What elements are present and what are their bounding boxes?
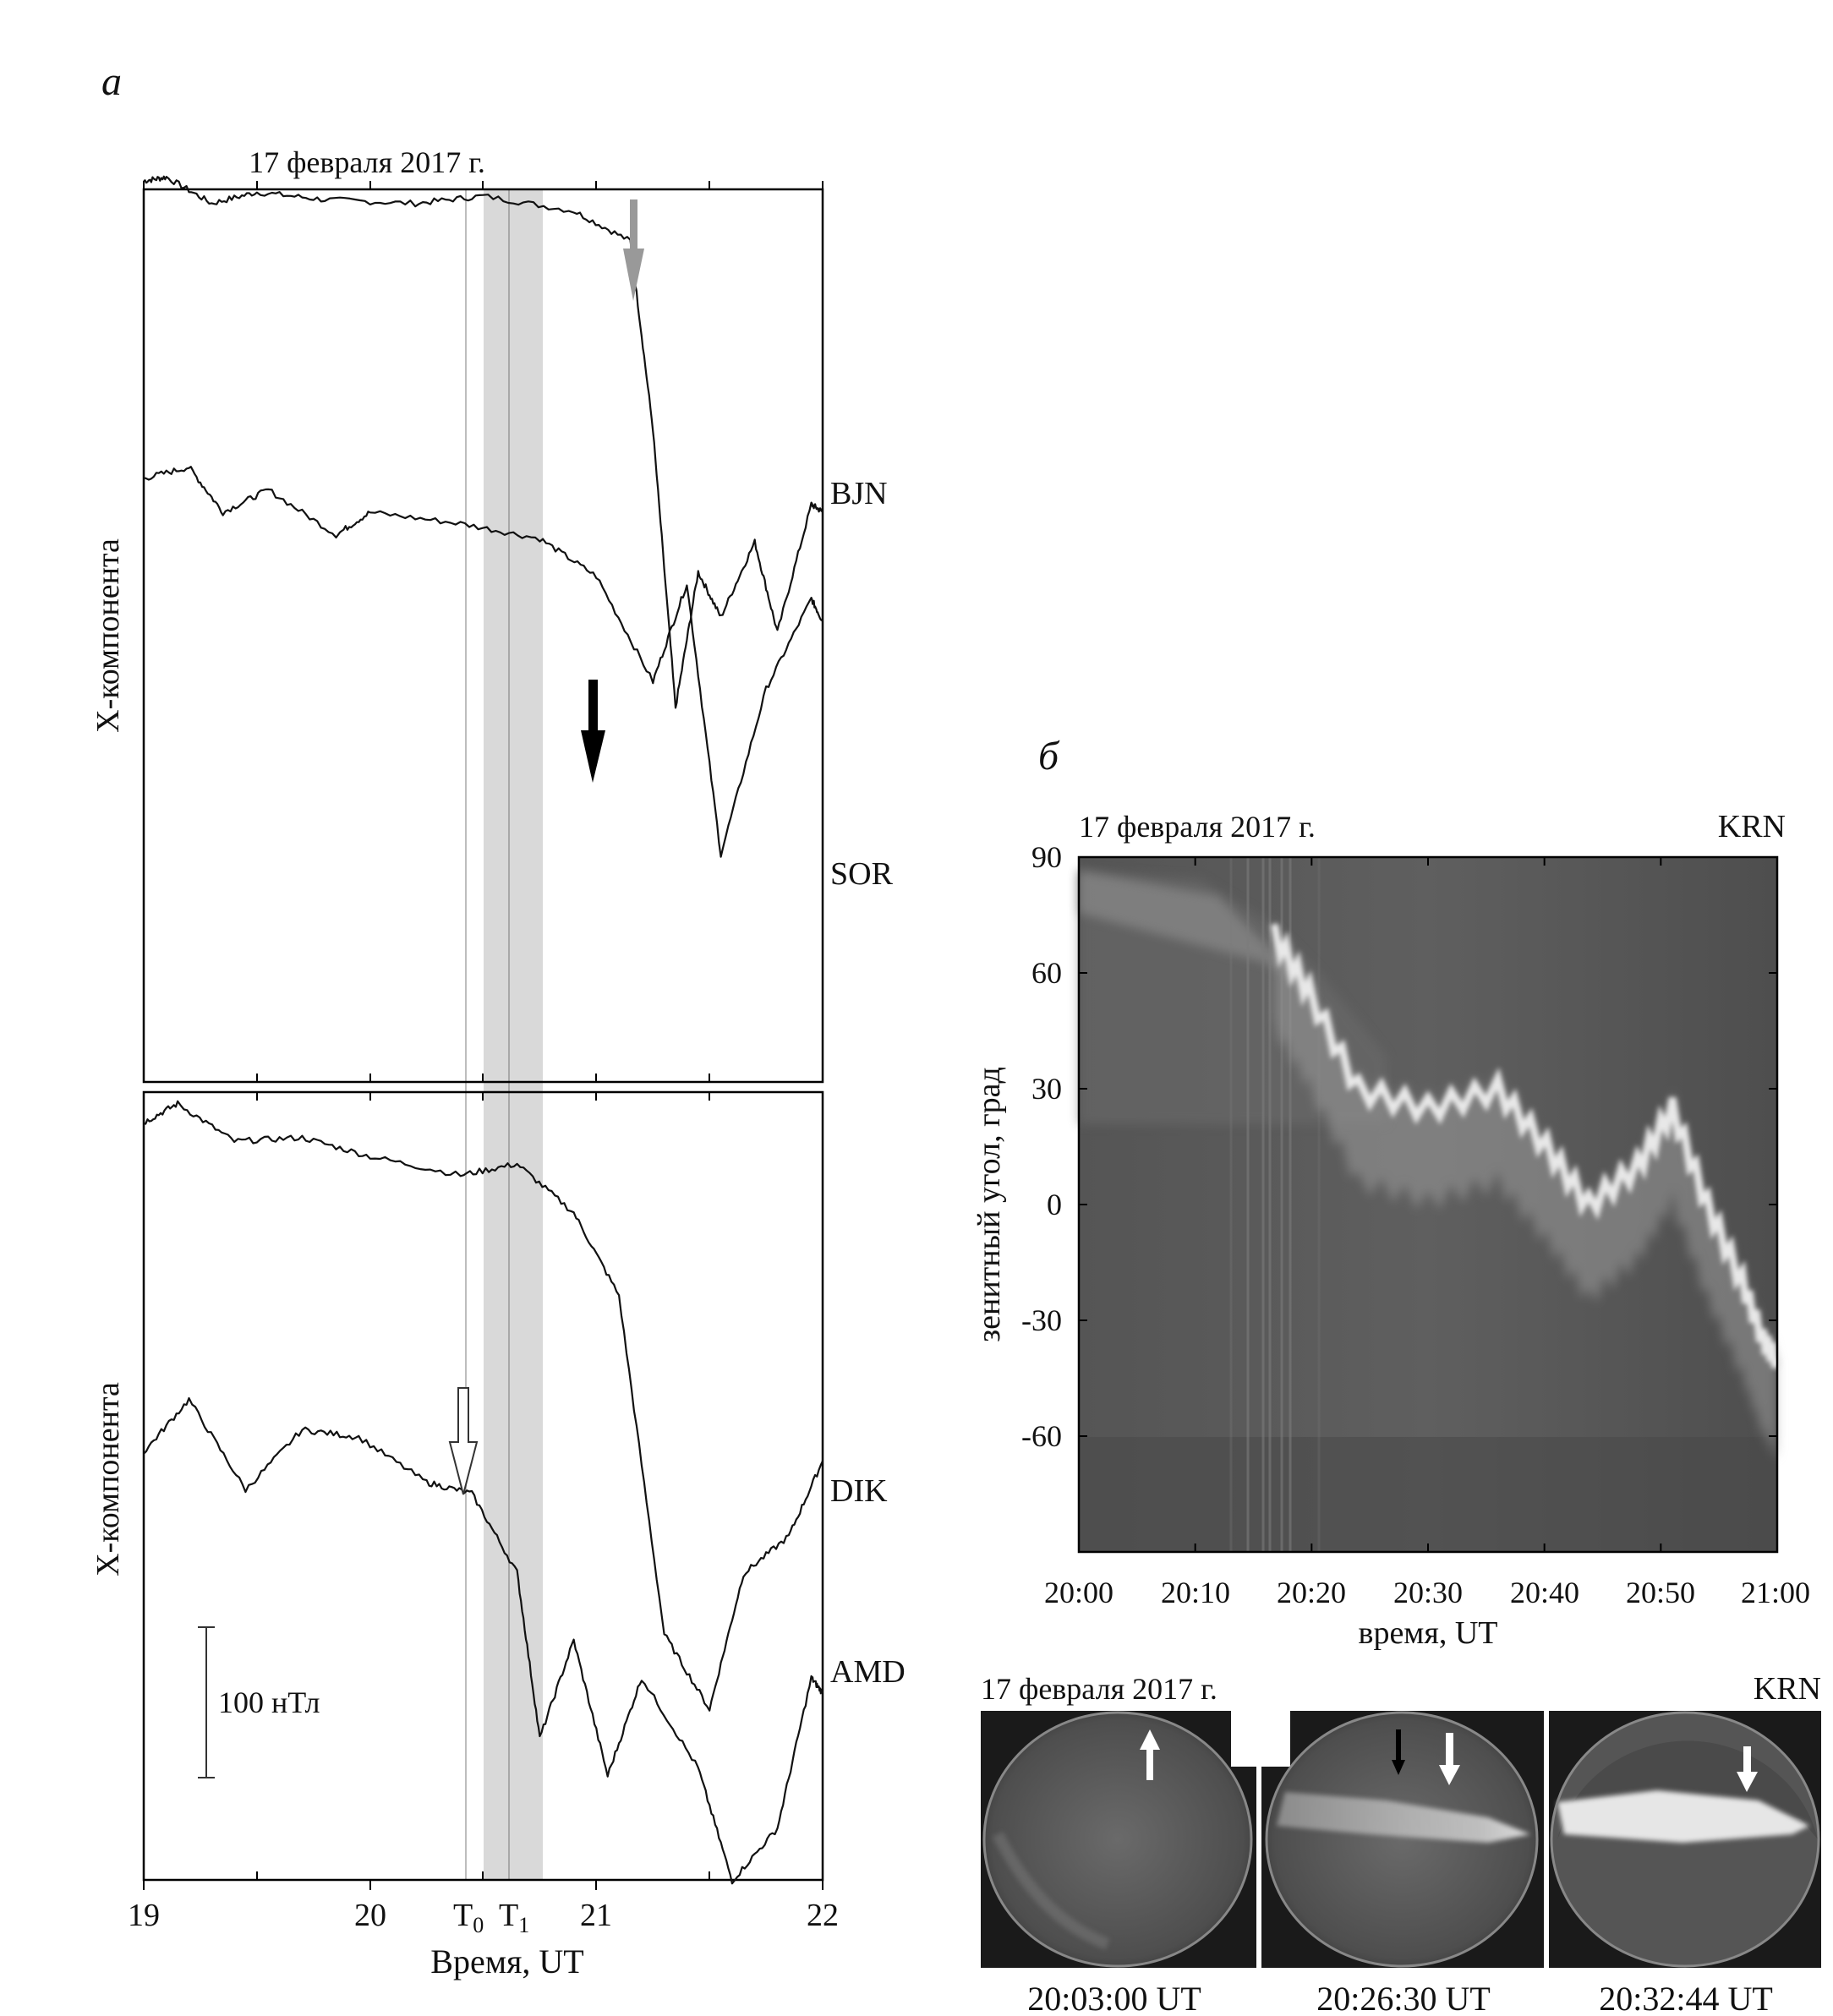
allsky-station: KRN	[1754, 1671, 1821, 1707]
x-tick-label: 20:40	[1510, 1576, 1579, 1609]
panel-b-xlabel: время, UT	[1359, 1615, 1498, 1651]
allsky-image-2	[1261, 1711, 1544, 1968]
x-tick-label: 21	[580, 1898, 612, 1933]
black-arrow-icon	[581, 680, 605, 783]
panel-a-xlabel: Время, UT	[430, 1942, 583, 1980]
series-label-amd: AMD	[830, 1654, 906, 1690]
allsky-date: 17 февраля 2017 г.	[981, 1672, 1217, 1706]
x-tick-label: 22	[807, 1898, 839, 1933]
panel-b-ylabel: зенитный угол, град	[971, 1067, 1007, 1342]
y-tick-label: 60	[1031, 956, 1062, 990]
top-axis-ticks	[143, 181, 823, 1890]
x-tick-label: 20	[354, 1898, 386, 1933]
x-tick-label: 20:30	[1393, 1576, 1463, 1609]
series-sor-line	[143, 466, 823, 858]
x-tick-label: 20:20	[1277, 1576, 1346, 1609]
y-tick-label: 0	[1047, 1188, 1062, 1221]
t0-label-sub: 0	[473, 1913, 484, 1937]
x-tick-label: 20:00	[1044, 1576, 1113, 1609]
aurora-crest	[1270, 923, 1781, 1369]
panel-a-ylabel-bottom: X-компонента	[90, 1382, 126, 1576]
white-arrow-icon	[1737, 1746, 1758, 1792]
scale-bar-label: 100 нТл	[218, 1685, 320, 1719]
series-label-bjn: BJN	[830, 476, 888, 511]
white-arrow-icon	[1140, 1729, 1160, 1780]
allsky-time-2: 20:26:30 UT	[1316, 1980, 1491, 2016]
allsky-image-3	[1549, 1711, 1821, 1968]
series-label-dik: DIK	[830, 1473, 888, 1509]
keogram-ticks	[1078, 856, 1778, 1552]
open-arrow-icon	[448, 1387, 479, 1495]
t0-label: T0	[453, 1898, 484, 1937]
x-tick-label: 21:00	[1741, 1576, 1810, 1609]
y-tick-label: 30	[1031, 1072, 1062, 1106]
white-arrow-icon	[1439, 1733, 1460, 1785]
series-amd-line	[143, 1396, 824, 1885]
panel-a-date: 17 февраля 2017 г.	[249, 145, 485, 179]
panel-b-station: KRN	[1718, 809, 1786, 844]
black-arrow-small-icon	[1392, 1729, 1405, 1775]
series-bjn-line	[143, 175, 823, 709]
aurora-glow	[1274, 915, 1777, 1461]
shaded-interval	[484, 189, 543, 1880]
bottom-plot-frame	[142, 1090, 824, 1882]
x-tick-label: 19	[128, 1898, 160, 1933]
y-tick-label: -30	[1021, 1303, 1062, 1337]
t0-label-main: T	[453, 1898, 473, 1933]
t1-label-sub: 1	[518, 1913, 529, 1937]
panel-b-date: 17 февраля 2017 г.	[1079, 810, 1316, 844]
series-dik-line	[143, 1100, 823, 1712]
allsky-time-3: 20:32:44 UT	[1599, 1980, 1773, 2016]
x-tick-label: 20:50	[1626, 1576, 1695, 1609]
scale-bar	[198, 1626, 215, 1778]
panel-a-ylabel-top: X-компонента	[90, 538, 126, 733]
series-label-sor: SOR	[830, 856, 894, 892]
y-tick-label: -60	[1021, 1419, 1062, 1453]
allsky-time-1: 20:03:00 UT	[1027, 1980, 1201, 2016]
gray-arrow-icon	[623, 199, 644, 301]
panel-a-label: а	[101, 59, 122, 104]
top-plot-frame	[142, 188, 824, 1084]
keogram-image	[1079, 857, 1781, 1552]
t1-label-main: T	[499, 1898, 518, 1933]
panel-b-label: б	[1038, 734, 1060, 779]
y-tick-label: 90	[1031, 840, 1062, 874]
t1-label: T1	[499, 1898, 529, 1937]
x-tick-label: 20:10	[1161, 1576, 1230, 1609]
allsky-image-1	[981, 1711, 1290, 1968]
